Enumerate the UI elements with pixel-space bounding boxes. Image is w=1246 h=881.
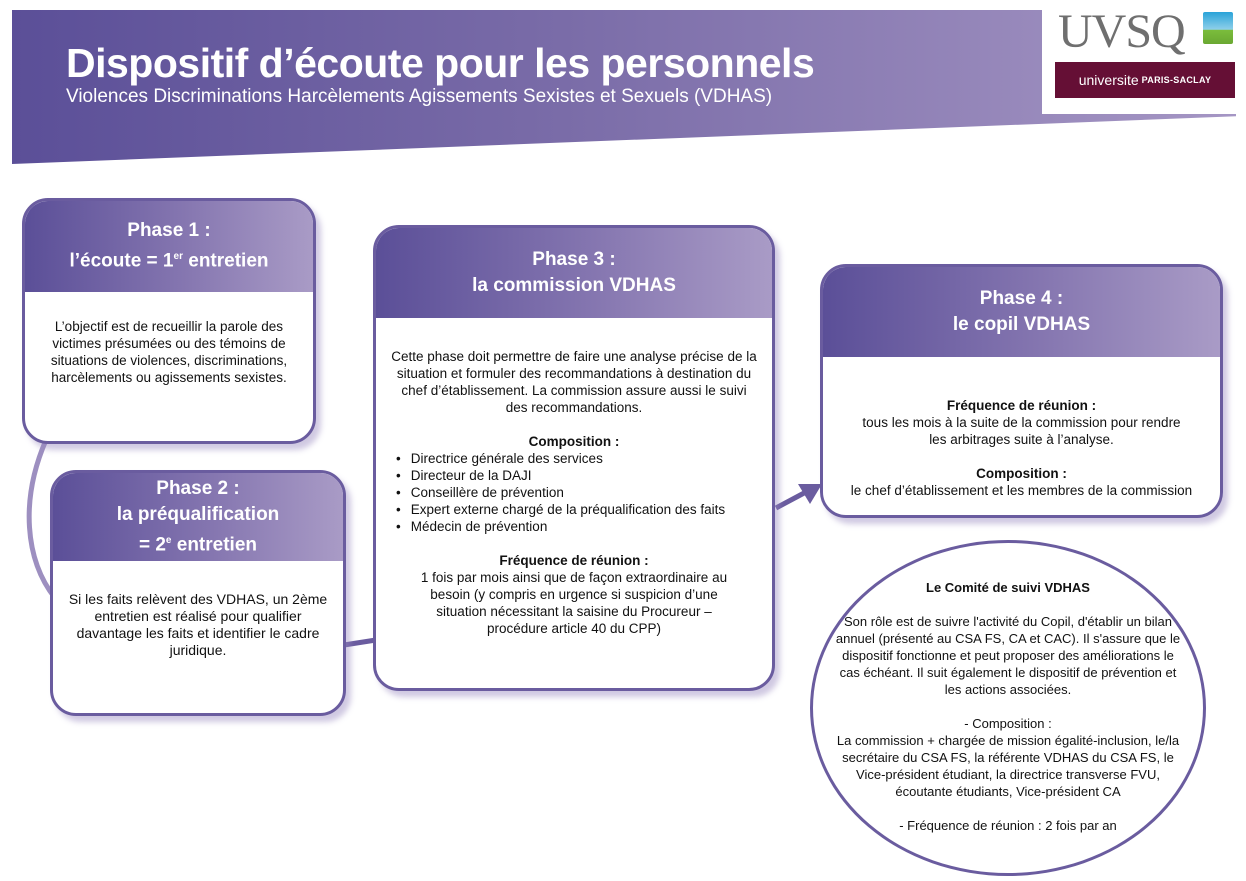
comite-title: Le Comité de suivi VDHAS	[926, 580, 1090, 595]
phase2-title: Phase 2 :	[156, 477, 240, 499]
phase2-text: Si les faits relèvent des VDHAS, un 2ème…	[68, 591, 328, 658]
phase4-frequency: tous les mois à la suite de la commissio…	[862, 415, 1181, 447]
list-item: Directrice générale des services	[396, 450, 758, 467]
list-item: Expert externe chargé de la préqualifica…	[396, 501, 758, 518]
comite-composition: La commission + chargée de mission égali…	[836, 733, 1180, 799]
phase2-card: Phase 2 : la préqualification = 2e entre…	[50, 470, 346, 716]
saclay-logo-text: universite	[1078, 72, 1139, 88]
phase3-composition-list: Directrice générale des services Directe…	[390, 450, 758, 535]
comite-composition-label: - Composition :	[964, 716, 1052, 731]
page-title: Dispositif d’écoute pour les personnels	[66, 40, 815, 86]
phase2-header: Phase 2 : la préqualification = 2e entre…	[53, 473, 343, 561]
comite-suivi-ellipse: Le Comité de suivi VDHAS Son rôle est de…	[810, 540, 1206, 876]
comite-frequency: - Fréquence de réunion : 2 fois par an	[899, 818, 1117, 833]
uvsq-logo: UVSQ	[1058, 5, 1186, 58]
phase4-subtitle: le copil VDHAS	[952, 314, 1091, 335]
connector-phase3-phase4	[774, 489, 808, 511]
phase1-text: L’objectif est de recueillir la parole d…	[50, 319, 288, 385]
phase4-header: Phase 4 : le copil VDHAS	[823, 267, 1220, 357]
phase4-body: Fréquence de réunion : tous les mois à l…	[823, 357, 1220, 499]
phase3-title: Phase 3 :	[532, 249, 616, 270]
comite-role: Son rôle est de suivre l'activité du Cop…	[835, 614, 1181, 697]
phase3-text: Cette phase doit permettre de faire une …	[391, 349, 757, 415]
list-item: Directeur de la DAJI	[396, 467, 758, 484]
phase3-frequency: 1 fois par mois ainsi que de façon extra…	[420, 570, 728, 636]
phase1-subtitle: l’écoute = 1er entretien	[69, 250, 269, 272]
phase3-frequency-label: Fréquence de réunion :	[499, 553, 649, 568]
phase3-body: Cette phase doit permettre de faire une …	[376, 318, 772, 637]
saclay-logo-text-b: PARIS-SACLAY	[1141, 75, 1212, 85]
list-item: Conseillère de prévention	[396, 484, 758, 501]
phase1-card: Phase 1 : l’écoute = 1er entretien L’obj…	[22, 198, 316, 444]
list-item: Médecin de prévention	[396, 518, 758, 535]
phase4-title: Phase 4 :	[979, 288, 1064, 309]
phase4-composition-label: Composition :	[976, 466, 1067, 481]
phase2-subtitle2: = 2e entretien	[138, 534, 258, 556]
arrow-head-icon	[798, 484, 822, 504]
uvsq-logo-mark-icon	[1203, 12, 1233, 44]
phase1-header: Phase 1 : l’écoute = 1er entretien	[25, 201, 313, 292]
phase3-card: Phase 3 : la commission VDHAS Cette phas…	[373, 225, 775, 691]
paris-saclay-logo: universite PARIS-SACLAY	[1055, 62, 1235, 98]
phase4-frequency-label: Fréquence de réunion :	[946, 398, 1097, 413]
phase3-composition-label: Composition :	[528, 434, 620, 449]
phase4-composition: le chef d’établissement et les membres d…	[850, 483, 1193, 498]
phase2-subtitle: la préqualification	[116, 503, 280, 525]
connector-phase1-phase2	[26, 439, 57, 600]
phase4-card: Phase 4 : le copil VDHAS Fréquence de ré…	[820, 264, 1223, 518]
connector-phase2-phase3	[343, 637, 377, 648]
page-subtitle: Violences Discriminations Harcèlements A…	[66, 86, 773, 107]
phase3-subtitle: la commission VDHAS	[472, 275, 676, 296]
phase1-title: Phase 1 :	[127, 220, 211, 242]
phase3-header: Phase 3 : la commission VDHAS	[376, 228, 772, 318]
